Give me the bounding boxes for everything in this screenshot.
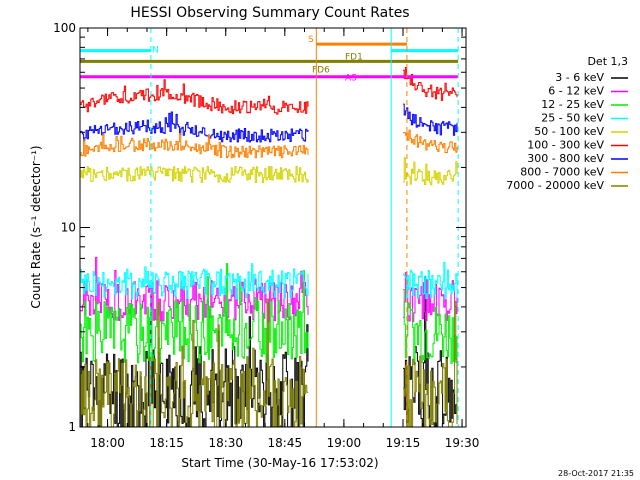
flag-label-2: FD1 bbox=[345, 52, 363, 62]
y-axis-label: Count Rate (s⁻¹ detector⁻¹) bbox=[29, 145, 43, 308]
series-trace-5-1 bbox=[403, 67, 458, 101]
chart-title: HESSI Observing Summary Count Rates bbox=[130, 5, 409, 21]
series-trace-7-0 bbox=[80, 133, 309, 159]
series-trace-4-1 bbox=[403, 157, 458, 186]
x-axis-label: Start Time (30-May-16 17:53:02) bbox=[181, 456, 378, 470]
legend-label-0: 3 - 6 keV bbox=[555, 71, 604, 84]
series-trace-2-1 bbox=[403, 289, 458, 364]
x-tick-label-4: 19:00 bbox=[327, 436, 362, 450]
flag-label-1: S bbox=[308, 35, 314, 45]
footer-timestamp: 28-Oct-2017 21:35 bbox=[558, 469, 634, 478]
x-tick-label-6: 19:30 bbox=[445, 436, 480, 450]
series-trace-6-1 bbox=[403, 103, 458, 136]
legend-header: Det 1,3 bbox=[587, 55, 628, 68]
flag-layer: N S FD1 FD6 AS bbox=[80, 35, 459, 84]
y-tick-label-1: 10 bbox=[61, 221, 76, 235]
axis-layer: 18:00 18:15 18:30 18:45 19:00 19:15 19:30 1 10 10… bbox=[53, 21, 479, 450]
y-tick-label-0: 1 bbox=[68, 420, 76, 434]
legend-label-1: 6 - 12 keV bbox=[548, 85, 604, 98]
series-trace-5-0 bbox=[80, 79, 309, 115]
x-tick-label-0: 18:00 bbox=[90, 436, 125, 450]
legend-label-3: 25 - 50 keV bbox=[541, 112, 604, 125]
legend-label-2: 12 - 25 keV bbox=[541, 98, 604, 111]
series-trace-3-1 bbox=[403, 261, 458, 300]
series-trace-8-0 bbox=[80, 298, 309, 428]
series-trace-3-0 bbox=[80, 263, 309, 300]
legend-label-6: 300 - 800 keV bbox=[527, 152, 604, 165]
x-tick-label-5: 19:15 bbox=[386, 436, 421, 450]
x-tick-label-2: 18:30 bbox=[208, 436, 243, 450]
flag-label-3: FD6 bbox=[312, 65, 330, 75]
flag-label-4: AS bbox=[345, 74, 357, 84]
legend-label-7: 800 - 7000 keV bbox=[520, 166, 604, 179]
flag-label-0: N bbox=[152, 46, 159, 56]
x-tick-label-3: 18:45 bbox=[268, 436, 303, 450]
legend-label-5: 100 - 300 keV bbox=[527, 139, 604, 152]
series-trace-7-1 bbox=[403, 129, 458, 154]
x-tick-label-1: 18:15 bbox=[149, 436, 184, 450]
data-layer bbox=[80, 67, 458, 428]
series-trace-6-0 bbox=[80, 111, 309, 143]
series-trace-1-0 bbox=[80, 256, 309, 322]
legend-label-4: 50 - 100 keV bbox=[534, 125, 604, 138]
y-tick-label-2: 100 bbox=[53, 21, 76, 35]
legend-label-8: 7000 - 20000 keV bbox=[506, 179, 604, 192]
series-trace-4-0 bbox=[80, 165, 309, 184]
